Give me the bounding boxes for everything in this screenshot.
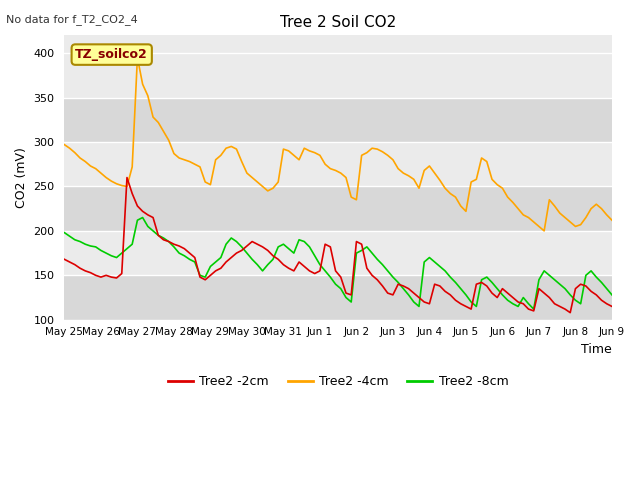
Tree2 -4cm [384,153,392,158]
Tree2 -4cm [76,155,84,161]
Tree2 -2cm [608,303,616,309]
Line: Tree2 -8cm: Tree2 -8cm [65,217,612,309]
Tree2 -8cm [530,306,538,312]
Line: Tree2 -2cm: Tree2 -2cm [65,178,612,312]
Tree2 -2cm [566,310,574,315]
Bar [65,276,612,320]
Tree2 -8cm [61,230,68,236]
Tree2 -4cm [608,217,616,223]
Line: Tree2 -4cm: Tree2 -4cm [65,58,612,231]
Tree2 -4cm [441,185,449,191]
Tree2 -8cm [384,268,392,274]
Text: TZ_soilco2: TZ_soilco2 [76,48,148,61]
Tree2 -2cm [384,290,392,296]
Tree2 -2cm [389,292,397,298]
Tree2 -8cm [389,274,397,280]
Tree2 -2cm [123,175,131,180]
Title: Tree 2 Soil CO2: Tree 2 Soil CO2 [280,15,396,30]
Legend: Tree2 -2cm, Tree2 -4cm, Tree2 -8cm: Tree2 -2cm, Tree2 -4cm, Tree2 -8cm [163,370,513,393]
Tree2 -2cm [420,299,428,305]
Y-axis label: CO2 (mV): CO2 (mV) [15,147,28,208]
Tree2 -4cm [61,142,68,147]
Tree2 -2cm [76,265,84,271]
Tree2 -8cm [420,259,428,265]
X-axis label: Time: Time [581,343,612,356]
Bar [65,186,612,231]
Tree2 -2cm [540,290,548,296]
Tree2 -8cm [608,292,616,298]
Tree2 -8cm [441,268,449,274]
Tree2 -4cm [545,197,553,203]
Bar [65,97,612,142]
Tree2 -8cm [76,239,84,244]
Tree2 -2cm [61,256,68,262]
Tree2 -4cm [420,168,428,173]
Tree2 -4cm [389,157,397,163]
Tree2 -2cm [441,288,449,294]
Text: No data for f_T2_CO2_4: No data for f_T2_CO2_4 [6,14,138,25]
Tree2 -8cm [545,273,553,278]
Tree2 -4cm [134,55,141,60]
Tree2 -8cm [139,215,147,220]
Tree2 -4cm [540,228,548,234]
